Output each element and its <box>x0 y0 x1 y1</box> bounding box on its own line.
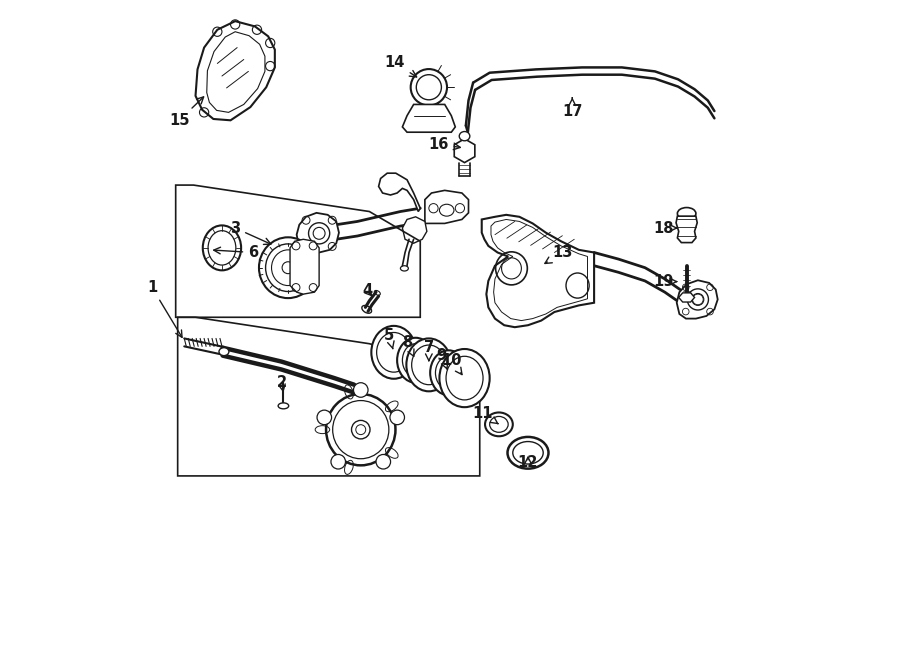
Polygon shape <box>379 173 420 212</box>
Text: 18: 18 <box>652 221 677 235</box>
Ellipse shape <box>508 437 548 469</box>
Circle shape <box>376 455 391 469</box>
Text: 3: 3 <box>230 221 271 245</box>
Text: 6: 6 <box>213 245 258 260</box>
Circle shape <box>390 410 404 424</box>
Circle shape <box>331 455 346 469</box>
Ellipse shape <box>459 132 470 141</box>
Polygon shape <box>677 280 717 319</box>
Text: 12: 12 <box>518 455 538 470</box>
Polygon shape <box>482 215 594 327</box>
Polygon shape <box>679 293 695 302</box>
Ellipse shape <box>219 348 229 356</box>
Text: 10: 10 <box>441 353 462 375</box>
Ellipse shape <box>407 338 451 391</box>
Ellipse shape <box>202 225 241 270</box>
Text: 17: 17 <box>562 98 582 118</box>
Text: 9: 9 <box>436 348 447 369</box>
Polygon shape <box>454 139 475 163</box>
Ellipse shape <box>397 338 434 383</box>
Text: 11: 11 <box>472 406 499 424</box>
Circle shape <box>354 383 368 397</box>
Circle shape <box>317 410 331 424</box>
Text: 14: 14 <box>384 56 417 77</box>
Text: 2: 2 <box>276 375 286 393</box>
Text: 19: 19 <box>653 274 677 289</box>
Ellipse shape <box>326 394 395 465</box>
Ellipse shape <box>430 350 467 395</box>
Ellipse shape <box>678 208 696 219</box>
Text: 1: 1 <box>147 280 182 337</box>
Polygon shape <box>402 217 427 243</box>
Ellipse shape <box>485 412 513 436</box>
Ellipse shape <box>372 326 417 379</box>
Polygon shape <box>425 190 469 223</box>
Ellipse shape <box>278 403 289 408</box>
Text: 5: 5 <box>384 329 394 349</box>
Text: 16: 16 <box>428 137 460 151</box>
Polygon shape <box>297 213 339 253</box>
Polygon shape <box>676 216 698 243</box>
Text: 8: 8 <box>402 335 414 356</box>
Text: 15: 15 <box>169 97 203 128</box>
Ellipse shape <box>259 237 317 298</box>
Text: 4: 4 <box>363 284 373 298</box>
Ellipse shape <box>439 349 490 407</box>
Text: 13: 13 <box>544 245 572 264</box>
Ellipse shape <box>410 69 447 105</box>
Text: 7: 7 <box>424 340 434 361</box>
Polygon shape <box>290 239 320 294</box>
Polygon shape <box>402 104 455 132</box>
